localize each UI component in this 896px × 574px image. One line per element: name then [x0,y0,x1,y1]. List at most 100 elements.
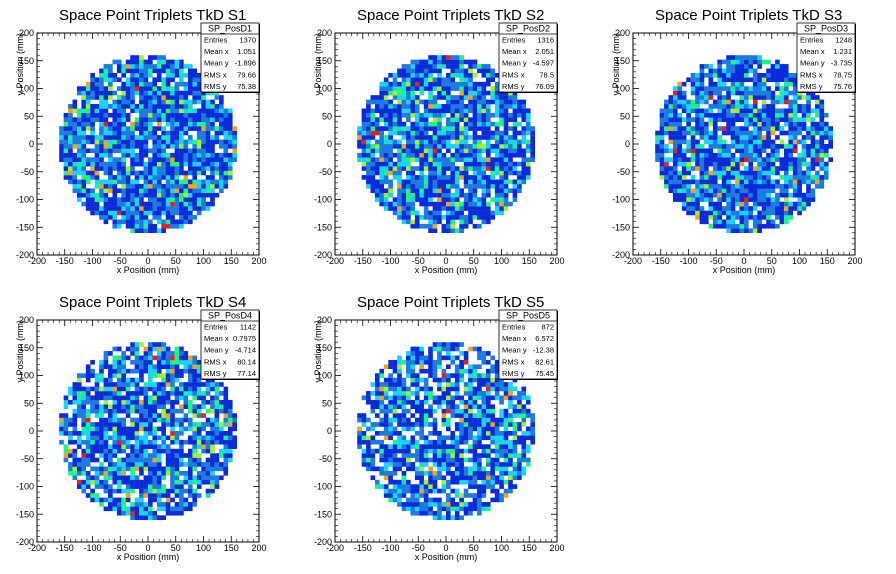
bin [85,457,91,463]
bin [219,475,224,481]
bin [143,346,149,352]
bin [174,201,180,207]
bin [143,112,149,118]
bin [392,166,398,171]
bin [170,462,175,467]
bin [397,175,402,180]
bin [125,355,131,361]
bin [672,108,678,114]
bin [183,382,189,387]
bin [192,77,198,83]
bin [779,126,785,131]
bin [219,161,224,167]
bin [437,59,442,65]
bin [170,399,175,405]
bin [499,135,504,140]
bin [446,175,451,180]
bin [152,457,158,463]
bin [672,175,678,180]
bin [726,175,731,180]
bin [810,192,816,198]
bin [414,99,420,105]
bin [437,90,442,96]
bin [139,86,144,91]
bin [414,81,420,87]
bin [201,112,206,118]
bin [494,201,500,207]
bin [156,506,162,512]
bin [68,148,73,154]
bin [823,170,829,176]
bin [494,170,500,176]
stats-label: Mean x [800,47,825,56]
bin [383,104,389,109]
bin [192,382,198,387]
bin [99,188,104,194]
bin [63,152,69,158]
bin [490,95,496,100]
bin [170,104,175,109]
bin [446,64,451,69]
bin [192,448,198,454]
bin [152,373,158,378]
bin [90,431,95,436]
bin [108,157,113,162]
bin [668,139,674,145]
bin [508,144,513,149]
bin [170,413,175,418]
bin [174,90,180,96]
bin [752,90,758,96]
bin [437,144,442,149]
bin [161,426,166,432]
bin [125,99,131,105]
bin [201,183,206,189]
bin [232,130,237,136]
bin [125,166,131,171]
bin [406,161,411,167]
bin [494,157,500,162]
bin [508,201,513,207]
bin [499,170,504,176]
bin [227,126,233,131]
bin [156,179,162,185]
bin [823,175,829,180]
bin [81,148,87,154]
bin [134,210,140,216]
bin [196,99,202,105]
bin [139,364,144,370]
bin [788,161,794,167]
bin [76,444,82,449]
bin [748,215,754,220]
bin [179,117,184,122]
bin [437,152,442,158]
bin [90,386,95,392]
bin [143,170,149,176]
bin [472,201,478,207]
bin [383,161,389,167]
bin [530,135,535,140]
bin [121,144,126,149]
bin [112,470,118,476]
bin [134,161,140,167]
bin [196,444,202,449]
bin [125,197,131,202]
bin [525,112,531,118]
bin [72,126,78,131]
bin [485,68,491,74]
bin [125,223,131,229]
bin [370,108,376,114]
bin [437,55,442,60]
x-tick-label: 100 [196,256,211,266]
bin [148,197,153,202]
bin [512,166,518,171]
bin [152,426,158,432]
bin [108,462,113,467]
bin [227,117,233,122]
bin [165,223,171,229]
y-tick-label: -150 [612,222,630,232]
bin [810,179,816,185]
bin [116,206,122,211]
bin [196,484,202,489]
bin [196,148,202,154]
